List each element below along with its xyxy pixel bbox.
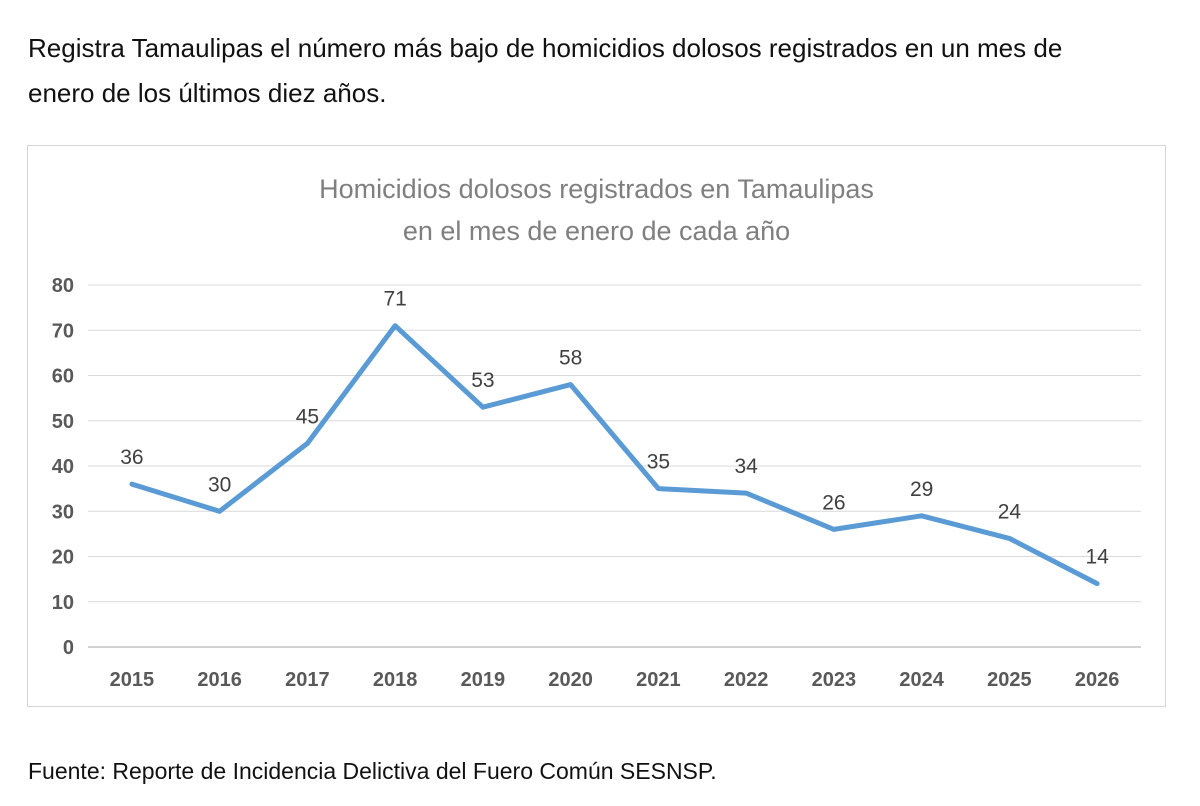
x-tick-label: 2020: [548, 669, 593, 691]
x-tick-label: 2017: [285, 669, 330, 691]
chart-container: 0 10 20 30 40 50 60 70 80 2015 2016 2017 2018 2019 202…: [27, 145, 1166, 707]
x-tick-label: 2016: [197, 669, 242, 691]
y-tick-label: 40: [52, 456, 74, 478]
page-header: Registra Tamaulipas el número más bajo d…: [28, 26, 1168, 116]
x-tick-label: 2019: [461, 669, 506, 691]
data-label: 30: [208, 473, 231, 496]
data-label: 34: [734, 455, 758, 478]
y-tick-label: 80: [52, 275, 74, 297]
y-tick-label: 10: [52, 592, 74, 614]
x-tick-label: 2018: [373, 669, 418, 691]
header-line-2: enero de los últimos diez años.: [28, 78, 387, 108]
data-label: 58: [559, 347, 582, 370]
x-tick-label: 2024: [899, 669, 944, 691]
x-tick-label: 2022: [724, 669, 769, 691]
source-text: Fuente: Reporte de Incidencia Delictiva …: [28, 758, 717, 784]
data-label: 45: [296, 405, 319, 428]
y-tick-label: 70: [52, 320, 74, 342]
y-tick-label: 0: [63, 637, 74, 659]
x-tick-label: 2023: [812, 669, 857, 691]
data-label: 71: [383, 288, 406, 311]
y-tick-label: 20: [52, 547, 74, 569]
data-label: 24: [998, 500, 1022, 523]
x-tick-label: 2025: [987, 669, 1032, 691]
x-tick-label: 2015: [110, 669, 155, 691]
data-label: 36: [120, 446, 143, 469]
data-label: 29: [910, 478, 933, 501]
data-label: 26: [822, 491, 845, 514]
data-label: 35: [647, 451, 670, 474]
y-tick-label: 60: [52, 366, 74, 388]
y-tick-label: 30: [52, 501, 74, 523]
data-label: 14: [1085, 546, 1109, 569]
x-tick-label: 2021: [636, 669, 681, 691]
data-line: [129, 323, 1100, 587]
y-tick-label: 50: [52, 411, 74, 433]
header-line-1: Registra Tamaulipas el número más bajo d…: [28, 33, 1063, 63]
data-label: 53: [471, 369, 494, 392]
x-tick-label: 2026: [1075, 669, 1120, 691]
line-chart: 0 10 20 30 40 50 60 70 80 2015 2016 2017 2018 2019 202…: [52, 275, 1141, 691]
